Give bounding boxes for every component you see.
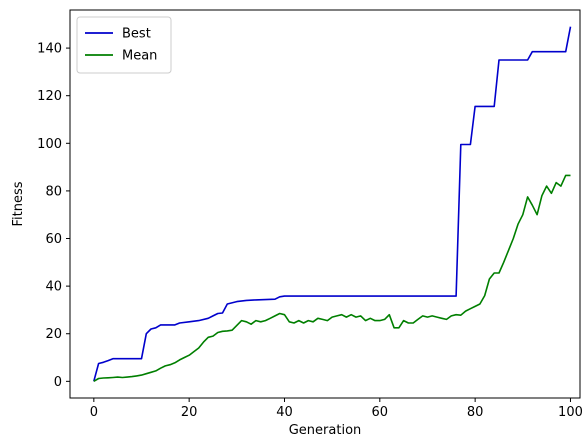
series-line-best bbox=[93, 26, 572, 382]
y-tick-label: 0 bbox=[54, 375, 62, 390]
x-axis-label: Generation bbox=[289, 423, 362, 438]
y-axis-label: Fitness bbox=[11, 181, 26, 226]
legend-label-best: Best bbox=[122, 27, 151, 42]
legend-label-mean: Mean bbox=[122, 49, 157, 64]
plot-frame bbox=[69, 9, 581, 399]
y-tick-label: 140 bbox=[37, 42, 62, 57]
y-tick-label: 120 bbox=[37, 89, 62, 104]
x-tick-label: 20 bbox=[181, 405, 198, 420]
legend: Best Mean bbox=[76, 16, 172, 74]
x-axis-ticks: 0 20 40 60 80 100 bbox=[90, 398, 583, 420]
x-tick-label: 100 bbox=[558, 405, 583, 420]
x-tick-label: 60 bbox=[372, 405, 389, 420]
y-tick-label: 80 bbox=[45, 184, 62, 199]
x-tick-label: 40 bbox=[276, 405, 293, 420]
series-layer bbox=[93, 26, 572, 382]
y-tick-label: 20 bbox=[45, 327, 62, 342]
x-tick-label: 0 bbox=[90, 405, 98, 420]
y-tick-label: 100 bbox=[37, 137, 62, 152]
y-tick-label: 60 bbox=[45, 232, 62, 247]
series-line-mean bbox=[93, 174, 571, 382]
x-tick-label: 80 bbox=[467, 405, 484, 420]
y-axis-ticks: 0 20 40 60 80 100 120 140 bbox=[37, 42, 70, 390]
legend-box bbox=[76, 16, 172, 74]
y-tick-label: 40 bbox=[45, 280, 62, 295]
